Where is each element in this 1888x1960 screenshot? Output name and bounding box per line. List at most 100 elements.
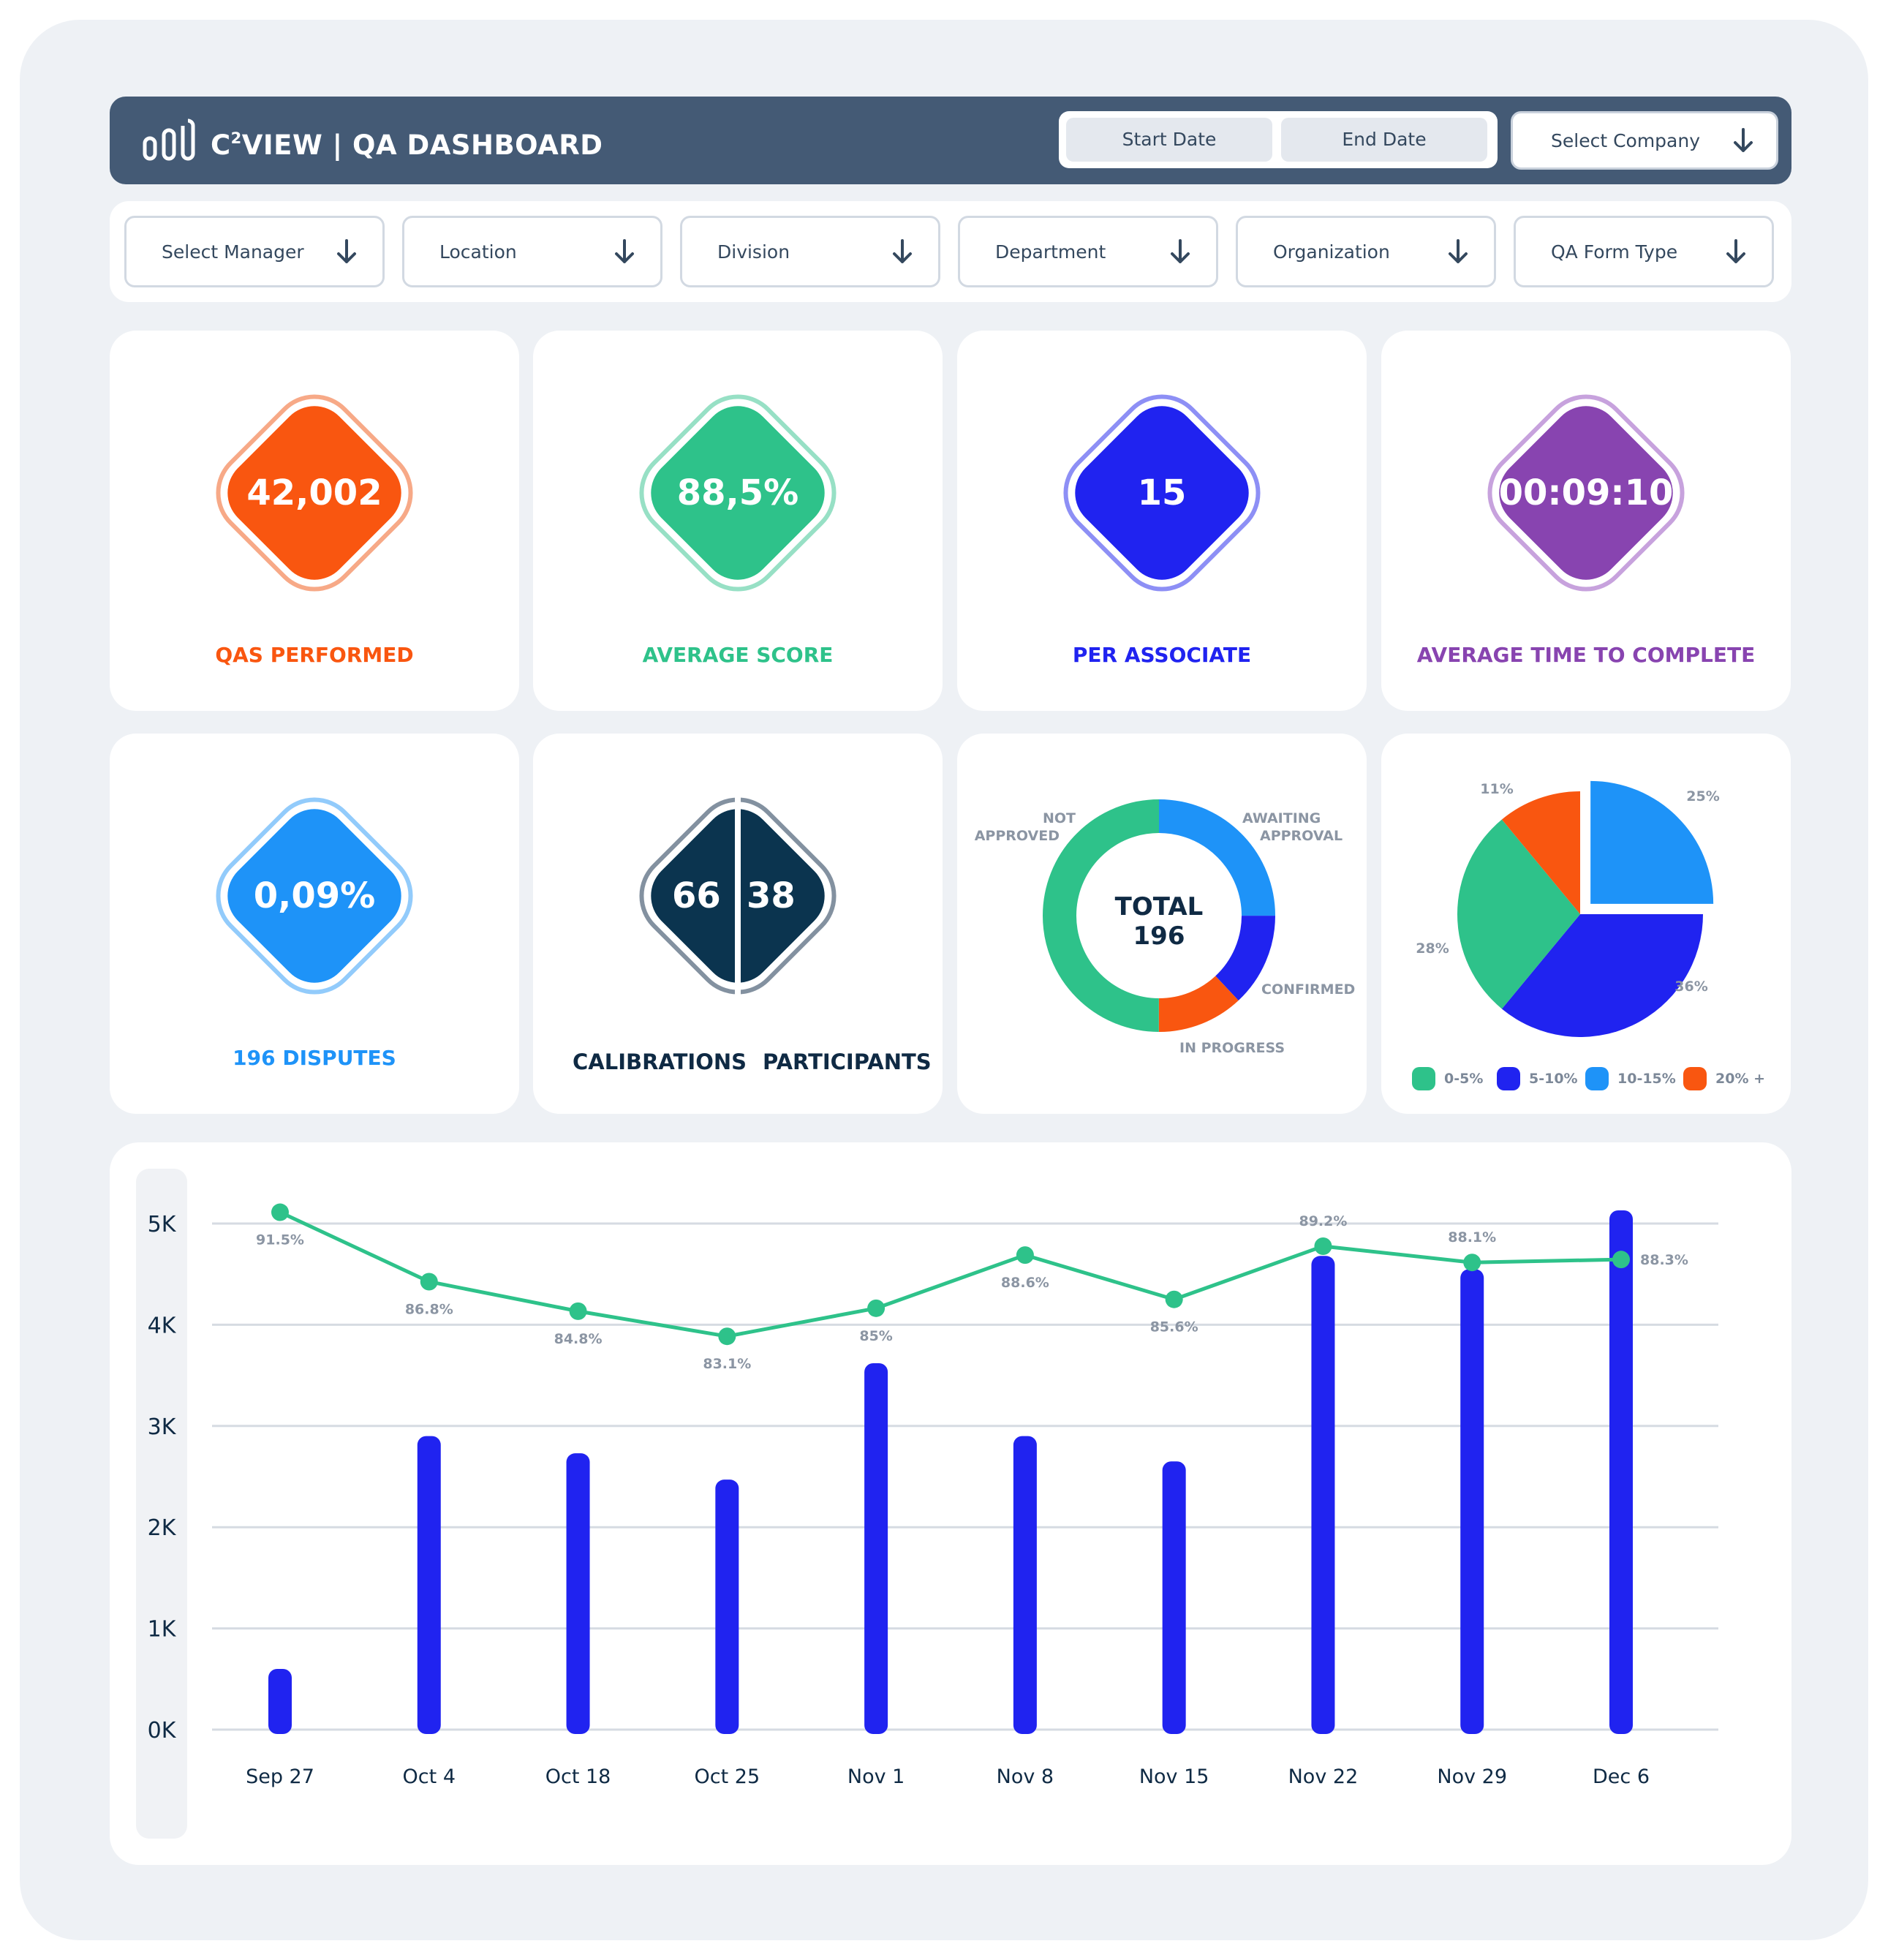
legend-item: 10-15% bbox=[1585, 1066, 1676, 1092]
pie-label-36: 36% bbox=[1674, 979, 1707, 995]
y-tick-label: 2K bbox=[148, 1515, 177, 1541]
average-time-badge: 00:09:10 bbox=[1468, 374, 1704, 611]
x-tick-label: Nov 29 bbox=[1437, 1765, 1507, 1788]
bar-chart-logo-icon bbox=[143, 118, 195, 161]
line-point bbox=[569, 1302, 587, 1320]
line-value-label: 91.5% bbox=[256, 1232, 304, 1248]
y-axis-panel bbox=[136, 1169, 187, 1839]
company-select[interactable]: Select Company bbox=[1511, 111, 1778, 170]
average-score-card: 88,5% AVERAGE SCORE bbox=[533, 331, 943, 711]
location-filter[interactable]: Location bbox=[402, 216, 662, 287]
status-donut-chart: TOTAL 196 NOT APPROVED AWAITING APPROVAL… bbox=[975, 799, 1355, 1056]
line-point bbox=[867, 1299, 886, 1317]
line-value-label: 86.8% bbox=[405, 1301, 453, 1317]
company-select-label: Select Company bbox=[1551, 129, 1701, 151]
legend-item: 5-10% bbox=[1497, 1066, 1578, 1092]
line-point bbox=[1612, 1251, 1630, 1269]
pie-chart-card: 25% 36% 28% 11% 0-5% 5-10% 10-15% 20% + bbox=[1381, 734, 1791, 1114]
division-filter[interactable]: Division bbox=[680, 216, 940, 287]
filter-bar: Select Manager Location Division Departm… bbox=[110, 201, 1791, 302]
disputes-label: 196 DISPUTES bbox=[233, 1046, 396, 1070]
arrow-down-icon bbox=[893, 239, 912, 263]
per-associate-label: PER ASSOCIATE bbox=[1072, 643, 1252, 667]
legend-swatch bbox=[1497, 1067, 1520, 1090]
donut-label-awaiting-2: APPROVAL bbox=[1260, 828, 1343, 844]
disputes-badge: 0,09% bbox=[196, 777, 433, 1014]
y-tick-label: 1K bbox=[148, 1617, 177, 1643]
filter-label: Location bbox=[439, 241, 517, 263]
filter-label: Select Manager bbox=[162, 241, 304, 263]
line-value-label: 85% bbox=[859, 1328, 892, 1344]
x-tick-label: Nov 8 bbox=[997, 1765, 1054, 1788]
x-tick-label: Oct 18 bbox=[545, 1765, 611, 1788]
pie-slice-10-15 bbox=[1590, 780, 1714, 904]
line-point bbox=[271, 1203, 289, 1221]
donut-label-not-approved-2: APPROVED bbox=[975, 828, 1060, 844]
participants-value: 38 bbox=[747, 875, 796, 916]
line-point bbox=[420, 1273, 438, 1291]
score-line bbox=[279, 1210, 1622, 1338]
y-tick-label: 4K bbox=[148, 1313, 177, 1338]
bar bbox=[566, 1453, 590, 1734]
line-value-label: 83.1% bbox=[703, 1356, 751, 1372]
bar bbox=[1460, 1269, 1484, 1734]
pie-slice-5-10 bbox=[1501, 914, 1703, 1037]
pie-label-28: 28% bbox=[1416, 941, 1449, 957]
end-date-button[interactable]: End Date bbox=[1281, 118, 1487, 162]
donut-label-not-approved-1: NOT bbox=[1043, 810, 1076, 826]
donut-label-confirmed: CONFIRMED bbox=[1261, 981, 1355, 998]
start-date-button[interactable]: Start Date bbox=[1066, 118, 1272, 162]
bar bbox=[1311, 1256, 1335, 1734]
disputes-value: 0,09% bbox=[253, 875, 376, 916]
x-tick-label: Dec 6 bbox=[1593, 1765, 1650, 1788]
calibrations-value: 66 bbox=[672, 875, 721, 916]
line-value-label: 85.6% bbox=[1150, 1319, 1198, 1335]
line-point bbox=[718, 1327, 736, 1346]
bar bbox=[1609, 1210, 1633, 1734]
filter-label: Department bbox=[995, 241, 1106, 263]
participants-label: PARTICIPANTS bbox=[763, 1049, 932, 1074]
line-value-label: 88.3% bbox=[1640, 1252, 1688, 1268]
line-point bbox=[1314, 1237, 1332, 1255]
per-associate-card: 15 PER ASSOCIATE bbox=[957, 331, 1367, 711]
bar bbox=[268, 1668, 292, 1734]
per-associate-badge: 15 bbox=[1043, 374, 1280, 611]
bar bbox=[864, 1362, 888, 1734]
filter-label: Division bbox=[717, 241, 790, 263]
arrow-down-icon bbox=[1171, 239, 1190, 263]
arrow-down-icon bbox=[1726, 239, 1745, 263]
legend-swatch bbox=[1585, 1067, 1609, 1090]
bar bbox=[1162, 1461, 1186, 1734]
line-point bbox=[1463, 1254, 1481, 1272]
date-range-picker: Start Date End Date bbox=[1059, 111, 1498, 168]
department-filter[interactable]: Department bbox=[958, 216, 1218, 287]
average-score-value: 88,5% bbox=[676, 472, 799, 513]
calibrations-card: 66 38 CALIBRATIONS PARTICIPANTS bbox=[533, 734, 943, 1114]
disputes-card: 0,09% 196 DISPUTES bbox=[110, 734, 519, 1114]
status-donut-card: TOTAL 196 NOT APPROVED AWAITING APPROVAL… bbox=[957, 734, 1367, 1114]
donut-segment-not-approved bbox=[1043, 799, 1275, 1032]
calibrations-badge: 66 38 bbox=[619, 777, 856, 1014]
arrow-down-icon bbox=[615, 239, 634, 263]
manager-filter[interactable]: Select Manager bbox=[124, 216, 385, 287]
x-tick-label: Sep 27 bbox=[246, 1765, 314, 1788]
donut-label-in-progress: IN PROGRESS bbox=[1179, 1040, 1285, 1056]
bar bbox=[715, 1480, 739, 1734]
legend-item: 20% + bbox=[1683, 1066, 1765, 1092]
bar bbox=[417, 1436, 441, 1734]
arrow-down-icon bbox=[1734, 128, 1753, 152]
per-associate-value: 15 bbox=[1137, 472, 1187, 513]
donut-center-title: TOTAL bbox=[1115, 892, 1204, 921]
arrow-down-icon bbox=[1449, 239, 1468, 263]
organization-filter[interactable]: Organization bbox=[1236, 216, 1496, 287]
line-point bbox=[1016, 1246, 1034, 1264]
average-score-label: AVERAGE SCORE bbox=[642, 643, 834, 667]
pie-label-11: 11% bbox=[1480, 781, 1513, 797]
donut-segment-in-progress bbox=[1043, 799, 1275, 1032]
x-tick-label: Nov 22 bbox=[1288, 1765, 1359, 1788]
arrow-down-icon bbox=[337, 239, 356, 263]
line-value-label: 89.2% bbox=[1299, 1213, 1347, 1229]
filter-label: QA Form Type bbox=[1551, 241, 1678, 263]
qa-form-type-filter[interactable]: QA Form Type bbox=[1514, 216, 1774, 287]
pie-slice-0-5 bbox=[1457, 819, 1580, 1009]
